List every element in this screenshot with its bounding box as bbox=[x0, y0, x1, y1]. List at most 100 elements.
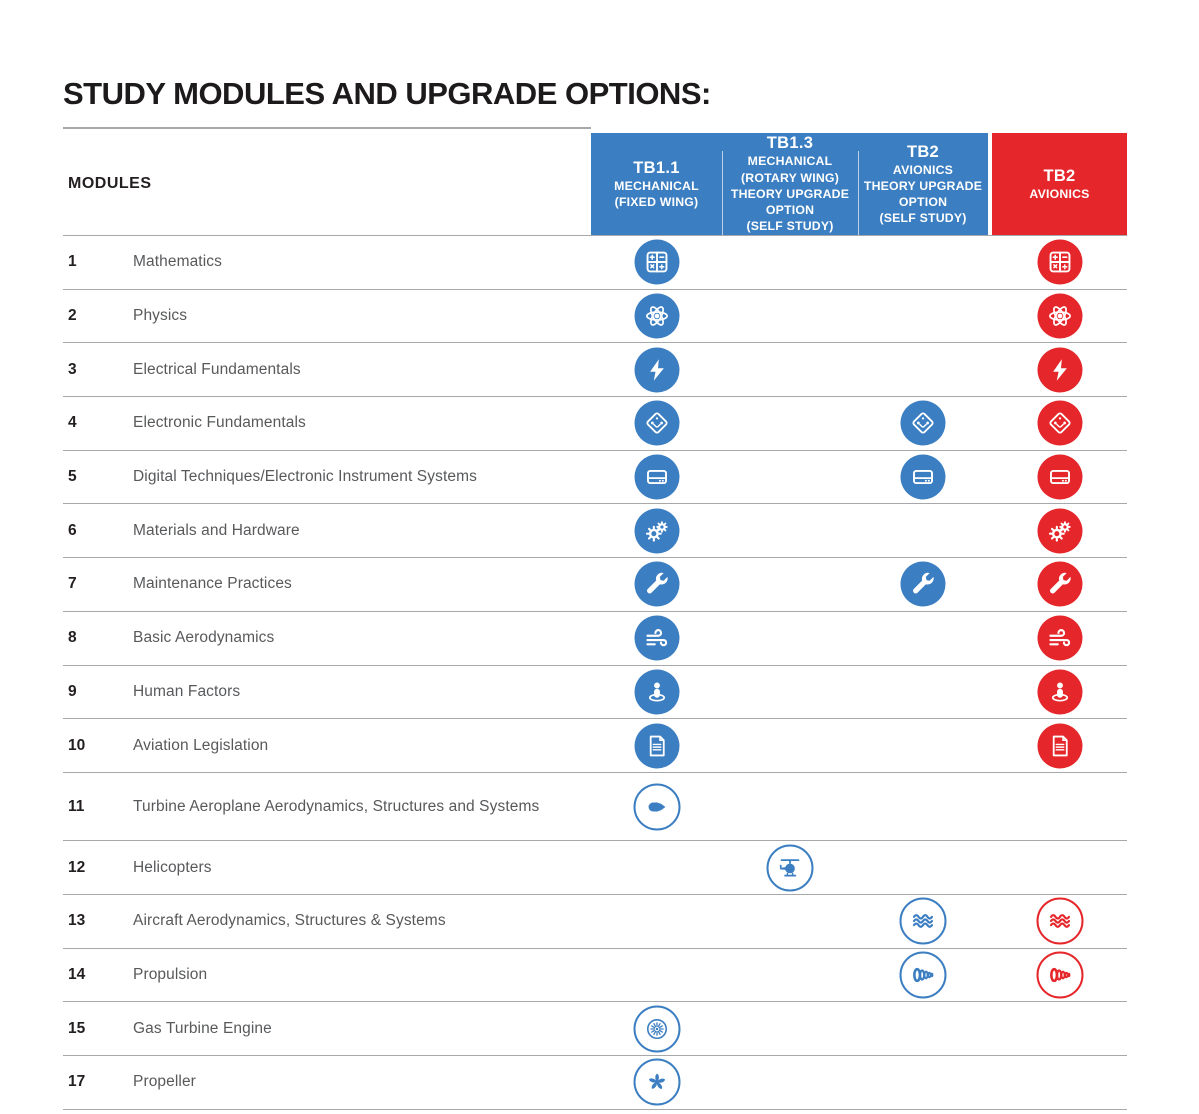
module-cell bbox=[1036, 897, 1083, 945]
filled-badge bbox=[1037, 561, 1082, 607]
turbine-icon bbox=[643, 1015, 670, 1042]
module-name: Helicopters bbox=[133, 858, 212, 876]
table-row: 12 Helicopters bbox=[63, 841, 1127, 896]
modules-column-header: MODULES bbox=[68, 175, 152, 192]
module-cell bbox=[634, 400, 679, 446]
module-name: Electrical Fundamentals bbox=[133, 360, 301, 378]
module-cell bbox=[634, 239, 679, 285]
module-cell bbox=[1037, 723, 1082, 769]
module-cell bbox=[634, 293, 679, 339]
table-row: 3 Electrical Fundamentals bbox=[63, 343, 1127, 398]
human-icon bbox=[1046, 678, 1073, 705]
module-name: Aviation Legislation bbox=[133, 736, 269, 754]
waves-icon bbox=[1046, 908, 1073, 935]
module-cell bbox=[634, 347, 679, 393]
lightning-icon bbox=[643, 356, 670, 383]
table-row: 6 Materials and Hardware bbox=[63, 504, 1127, 559]
filled-badge bbox=[1037, 723, 1082, 769]
module-name: Propulsion bbox=[133, 966, 208, 984]
module-cell bbox=[1037, 347, 1082, 393]
column-code: TB2 bbox=[1043, 166, 1076, 185]
table-row: 5 Digital Techniques/Electronic Instrumen… bbox=[63, 451, 1127, 505]
header-bottom-rule bbox=[63, 234, 1127, 236]
module-cell bbox=[900, 561, 946, 607]
helicopter-icon bbox=[777, 854, 804, 881]
outlined-badge bbox=[899, 951, 947, 999]
module-name: Physics bbox=[133, 307, 188, 325]
circuit-icon bbox=[910, 410, 937, 437]
module-cell bbox=[900, 400, 946, 446]
header-separator bbox=[722, 151, 723, 235]
module-cell bbox=[766, 844, 814, 892]
filled-badge bbox=[1037, 239, 1082, 285]
filled-badge bbox=[634, 400, 679, 446]
module-cell bbox=[634, 561, 679, 607]
module-cell bbox=[899, 951, 947, 999]
module-number: 1 bbox=[68, 253, 77, 271]
column-subtitle: MECHANICAL (ROTARY WING) THEORY UPGRADE OPT… bbox=[730, 154, 850, 234]
module-cell bbox=[1037, 239, 1082, 285]
table-row: 1 Mathematics bbox=[63, 236, 1127, 290]
module-number: 4 bbox=[68, 414, 77, 432]
module-number: 15 bbox=[68, 1019, 86, 1037]
table-row: 4 Electronic Fundamentals bbox=[63, 397, 1127, 451]
column-code: TB1.1 bbox=[633, 158, 680, 177]
wrench-icon bbox=[643, 571, 670, 598]
module-name: Mathematics bbox=[133, 253, 222, 271]
module-cell bbox=[634, 723, 679, 769]
filled-badge bbox=[634, 508, 679, 554]
module-name: Human Factors bbox=[133, 682, 241, 700]
filled-badge bbox=[634, 347, 679, 393]
module-cell bbox=[1036, 951, 1083, 999]
module-number: 11 bbox=[68, 797, 85, 815]
column-code: TB2 bbox=[906, 142, 940, 161]
table-row: 13 Aircraft Aerodynamics, Structures & Sy… bbox=[63, 895, 1127, 949]
column-code: TB1.3 bbox=[766, 134, 814, 153]
filled-badge bbox=[634, 454, 679, 500]
document-icon bbox=[1046, 732, 1073, 759]
module-cell bbox=[633, 783, 680, 831]
module-cell bbox=[1037, 400, 1082, 446]
module-name: Basic Aerodynamics bbox=[133, 629, 275, 647]
module-cell bbox=[633, 1058, 680, 1106]
propulsion-icon bbox=[910, 962, 937, 989]
header-separator bbox=[858, 151, 859, 235]
modules-table: MODULES TB1.1 MECHANICAL (FIXED WING) TB1.3… bbox=[63, 127, 1127, 1114]
table-row: 7 Maintenance Practices bbox=[63, 558, 1127, 612]
filled-badge bbox=[1037, 400, 1082, 446]
atom-icon bbox=[1046, 303, 1073, 330]
module-name: Materials and Hardware bbox=[133, 521, 300, 539]
module-cell bbox=[1037, 561, 1082, 607]
module-number: 5 bbox=[68, 468, 77, 486]
human-icon bbox=[643, 678, 670, 705]
column-header-1: TB1.1 MECHANICAL (FIXED WING) bbox=[591, 133, 722, 236]
module-name: Aircraft Aerodynamics, Structures & Syst… bbox=[133, 912, 446, 930]
table-row: 2 Physics bbox=[63, 290, 1127, 344]
column-header-3: TB2 AVIONICS THEORY UPGRADE OPTION (SELF STU… bbox=[858, 133, 988, 236]
outlined-badge bbox=[899, 897, 947, 945]
circuit-icon bbox=[1046, 410, 1073, 437]
filled-badge bbox=[634, 615, 679, 661]
column-subtitle: AVIONICS THEORY UPGRADE OPTION (SELF STUDY) bbox=[863, 162, 983, 226]
table-row: 17 Propeller bbox=[63, 1056, 1127, 1110]
wrench-icon bbox=[910, 571, 937, 598]
circuit-icon bbox=[643, 410, 670, 437]
table-row: 10 Aviation Legislation bbox=[63, 719, 1127, 773]
harddrive-icon bbox=[1046, 464, 1073, 491]
column-header-4: TB2 AVIONICS bbox=[992, 133, 1127, 236]
outlined-badge bbox=[633, 783, 680, 831]
module-number: 9 bbox=[68, 682, 77, 700]
module-number: 12 bbox=[68, 858, 86, 876]
module-cell bbox=[1037, 508, 1082, 554]
module-number: 6 bbox=[68, 521, 77, 539]
harddrive-icon bbox=[643, 464, 670, 491]
filled-badge bbox=[1037, 347, 1082, 393]
table-row: 14 Propulsion bbox=[63, 949, 1127, 1003]
module-cell bbox=[634, 615, 679, 661]
module-cell bbox=[634, 669, 679, 715]
wind-icon bbox=[643, 625, 670, 652]
filled-badge bbox=[634, 239, 679, 285]
module-cell bbox=[1037, 669, 1082, 715]
filled-badge bbox=[634, 561, 679, 607]
module-number: 3 bbox=[68, 360, 77, 378]
